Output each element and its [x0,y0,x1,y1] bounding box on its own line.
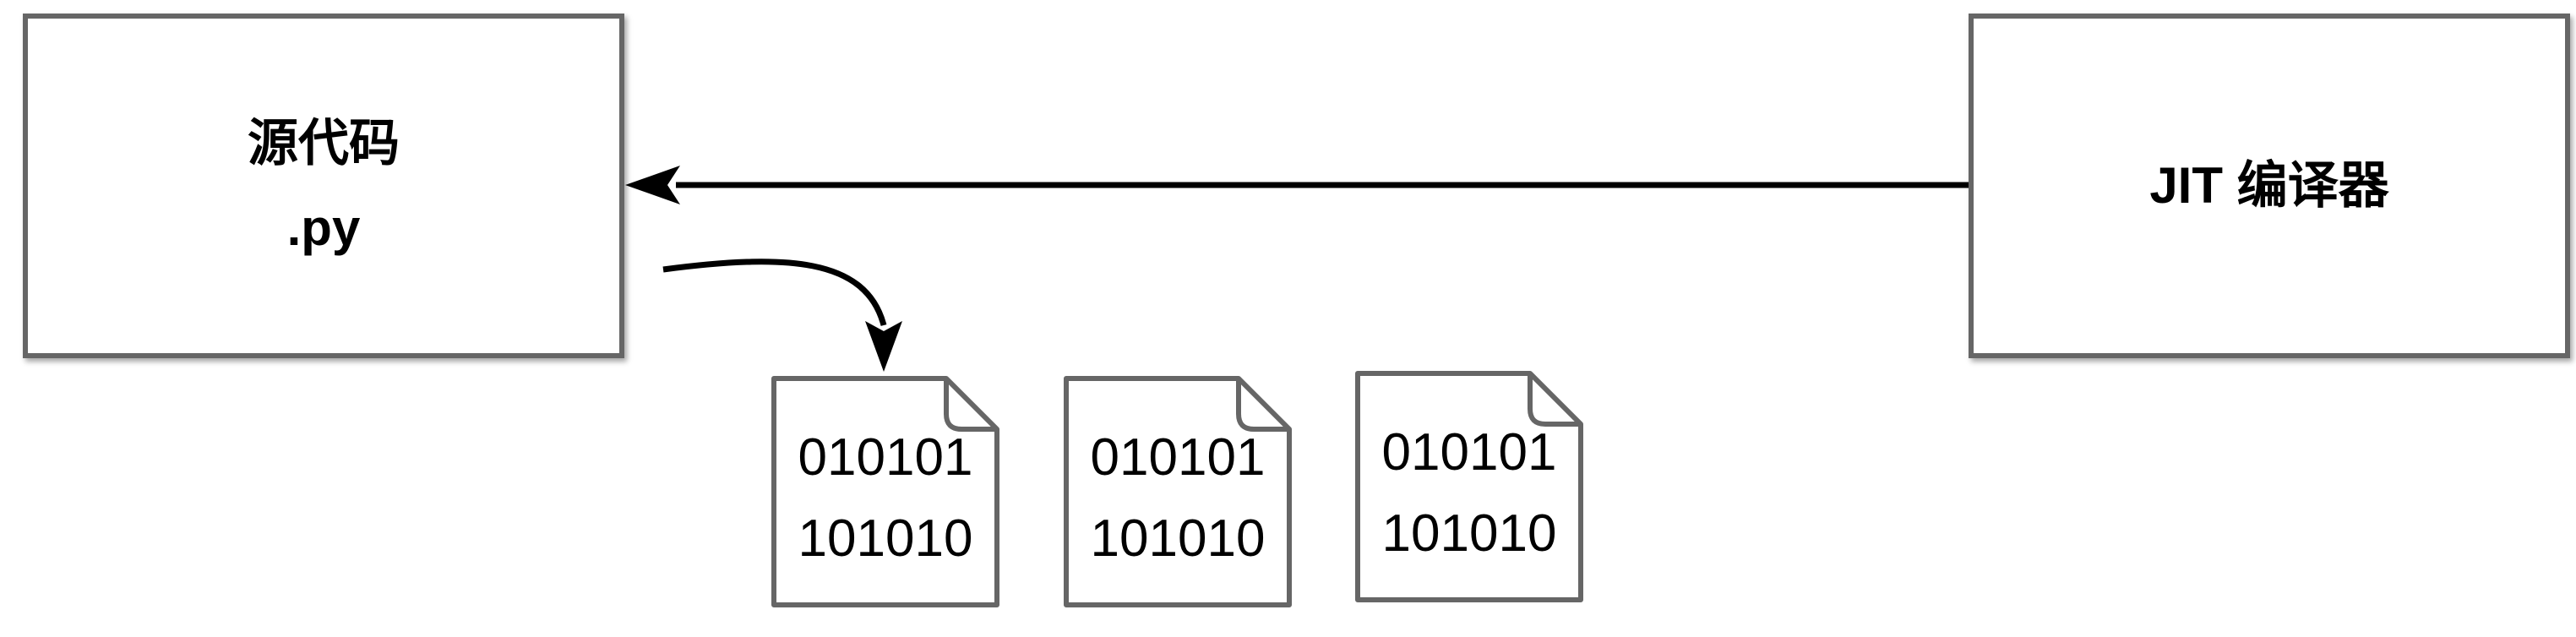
bytecode-file-2: 010101 101010 [1061,373,1294,610]
source-to-bytecode-arrow-line [662,259,887,326]
bytecode-line-2: 101010 [798,509,973,568]
bytecode-line-1: 010101 [1090,428,1266,487]
bytecode-file-3: 010101 101010 [1353,368,1586,605]
file-icon [1064,376,1292,607]
jit-compiler-label: JIT 编译器 [2149,157,2389,214]
bytecode-line-1: 010101 [798,428,973,487]
bytecode-line-1: 010101 [1381,423,1557,482]
file-icon [771,376,999,607]
source-code-title: 源代码 [248,115,400,172]
bytecode-line-2: 101010 [1090,509,1266,568]
jit-compiler-box: JIT 编译器 [1969,14,2570,358]
jit-to-source-arrowhead [625,166,680,204]
source-to-bytecode-arrowhead [865,321,902,372]
file-icon [1355,371,1583,602]
bytecode-line-2: 101010 [1381,504,1557,563]
source-code-box: 源代码 .py [23,14,624,358]
source-code-extension: .py [286,199,361,256]
bytecode-file-1: 010101 101010 [769,373,1002,610]
